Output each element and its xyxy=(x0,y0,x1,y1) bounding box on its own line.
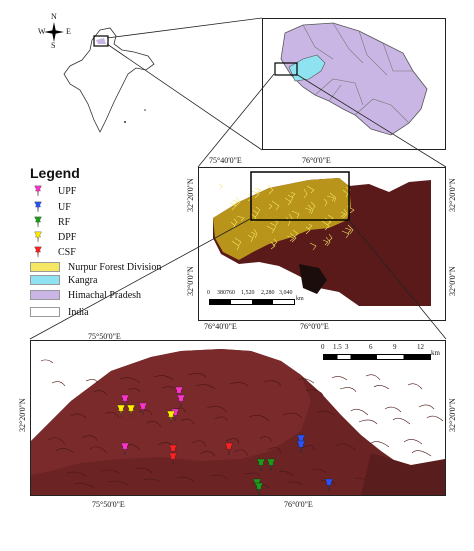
bottom-lat-left: 32°20'0"N xyxy=(18,398,27,432)
scale-tick-label: 1.5 xyxy=(333,343,342,351)
site-marker-dpf xyxy=(116,404,126,418)
bottom-scale-bar: 0 1.5 3 6 9 12 km xyxy=(319,343,443,365)
compass-s: S xyxy=(51,41,56,50)
bottom-lon-top: 75°50'0"E xyxy=(88,332,121,341)
compass-n: N xyxy=(51,12,57,21)
legend-label: DPF xyxy=(58,231,77,243)
scale-tick-label: 0 xyxy=(321,343,325,351)
legend-item-kangra: Kangra xyxy=(30,274,97,286)
site-marker-csf xyxy=(168,452,178,466)
legend-title: Legend xyxy=(30,165,80,181)
bottom-lat-right: 32°20'0"N xyxy=(448,398,457,432)
mid-scale-bar: 0 380760 1,520 2,280 3,040 km xyxy=(205,290,305,310)
mid-lon-top-2: 76°0'0"E xyxy=(302,156,331,165)
india-map xyxy=(63,27,155,133)
legend-label: Kangra xyxy=(68,274,98,286)
scale-tick-label: 6 xyxy=(369,343,373,351)
site-marker-dpf xyxy=(126,404,136,418)
legend-swatch xyxy=(30,290,60,300)
site-marker-upf xyxy=(120,442,130,456)
legend-item-csf: CSF xyxy=(30,246,76,258)
study-area-box xyxy=(250,171,350,221)
scale-tick-label: 2,280 xyxy=(261,290,275,296)
bottom-lon-bottom-2: 76°0'0"E xyxy=(284,500,313,509)
scale-tick-label: 0 xyxy=(207,290,210,296)
scale-tick-label: 3 xyxy=(345,343,349,351)
scale-tick-label: 380760 xyxy=(217,290,235,296)
legend-swatch xyxy=(30,307,60,317)
legend-item-uf: UF xyxy=(30,201,71,213)
study-area-map-panel: 0 1.5 3 6 9 12 km xyxy=(30,340,446,496)
legend-label: CSF xyxy=(58,246,76,258)
compass-w: W xyxy=(38,27,46,36)
legend-item-himachal-pradesh: Himachal Pradesh xyxy=(30,289,141,301)
legend-swatch xyxy=(30,275,60,285)
pin-icon xyxy=(33,246,43,258)
mid-lon-top-1: 75°40'0"E xyxy=(209,156,242,165)
legend-item-nurpur-forest-division: Nurpur Forest Division xyxy=(30,261,161,273)
legend-item-india: India xyxy=(30,306,89,318)
scale-tick-label: 1,520 xyxy=(241,290,255,296)
pin-icon xyxy=(33,201,43,213)
himachal-map-panel xyxy=(262,18,446,150)
site-markers xyxy=(116,386,334,495)
legend-label: India xyxy=(68,306,89,318)
legend-label: Nurpur Forest Division xyxy=(68,261,162,273)
pin-icon xyxy=(33,185,43,197)
bottom-scale-unit: km xyxy=(431,349,440,357)
site-marker-upf xyxy=(176,394,186,408)
nurpur-highlight-box xyxy=(274,62,298,76)
scale-tick-label: 9 xyxy=(393,343,397,351)
site-marker-rf xyxy=(256,458,266,472)
mid-scale-unit: km xyxy=(296,296,304,302)
india-highlight-box xyxy=(93,35,109,47)
legend-item-dpf: DPF xyxy=(30,231,76,243)
kangra-region xyxy=(288,54,326,82)
site-marker-csf xyxy=(224,442,234,456)
mid-lon-bottom-1: 76°40'0"E xyxy=(204,322,237,331)
site-marker-dpf xyxy=(166,410,176,424)
legend-label: UPF xyxy=(58,185,77,197)
legend-item-upf: UPF xyxy=(30,185,76,197)
legend-label: Himachal Pradesh xyxy=(68,289,142,301)
site-marker-uf xyxy=(296,440,306,454)
compass-e: E xyxy=(66,27,71,36)
legend-swatch xyxy=(30,262,60,272)
site-marker-rf xyxy=(266,458,276,472)
nurpur-map-panel: 0 380760 1,520 2,280 3,040 km xyxy=(198,167,446,321)
india-map-panel: N S W E xyxy=(30,10,170,150)
site-marker-uf xyxy=(324,478,334,492)
pin-icon xyxy=(33,216,43,228)
nurpur-map xyxy=(211,171,431,306)
bottom-lon-bottom-1: 75°50'0"E xyxy=(92,500,125,509)
scale-tick-label: 12 xyxy=(417,343,424,351)
north-arrow: N S W E xyxy=(38,12,71,50)
himachal-map xyxy=(274,22,428,136)
india-outline xyxy=(63,27,155,133)
mid-lon-bottom-2: 76°0'0"E xyxy=(300,322,329,331)
pin-icon xyxy=(33,231,43,243)
legend-item-rf: RF xyxy=(30,216,70,228)
site-marker-upf xyxy=(138,402,148,416)
legend-label: UF xyxy=(58,201,71,213)
site-marker-upf xyxy=(120,394,130,408)
legend-label: RF xyxy=(58,216,71,228)
scale-tick-label: 3,040 xyxy=(279,290,293,296)
site-marker-rf xyxy=(254,482,264,495)
